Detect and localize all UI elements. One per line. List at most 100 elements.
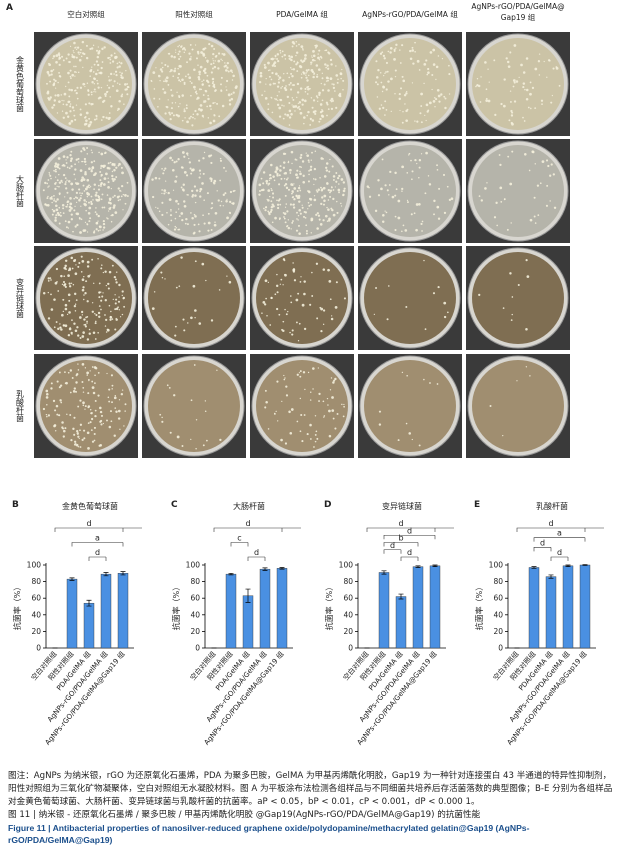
colony <box>231 71 234 74</box>
colony <box>79 48 82 51</box>
colony <box>210 71 213 74</box>
colony <box>88 220 91 223</box>
colony <box>431 73 434 76</box>
colony <box>276 53 280 56</box>
colony <box>199 190 202 193</box>
significance-bracket <box>54 527 142 532</box>
colony <box>91 166 95 169</box>
colony <box>274 98 276 100</box>
colony <box>170 219 173 222</box>
colony <box>70 218 73 221</box>
colony <box>323 83 326 86</box>
colony <box>42 291 46 295</box>
colony <box>314 433 317 436</box>
colony <box>99 420 102 423</box>
colony <box>292 195 295 199</box>
colony <box>69 391 72 394</box>
colony <box>46 182 49 185</box>
colony <box>476 78 479 80</box>
colony <box>180 256 183 259</box>
colony <box>177 158 180 161</box>
colony <box>212 81 215 83</box>
colony <box>539 182 542 185</box>
colony <box>224 192 227 195</box>
colony <box>58 206 61 209</box>
colony <box>338 191 340 194</box>
colony <box>83 324 86 326</box>
colony <box>96 79 98 82</box>
colony <box>293 183 295 185</box>
colony <box>298 200 301 203</box>
colony <box>278 183 281 186</box>
colony <box>121 171 124 175</box>
colony <box>537 60 541 63</box>
colony <box>76 432 79 435</box>
significance-label: d <box>557 548 562 557</box>
colony <box>74 75 76 77</box>
colony <box>207 94 209 97</box>
plate-photo <box>466 139 570 243</box>
colony <box>271 71 274 75</box>
colony <box>331 165 334 168</box>
colony <box>115 166 118 169</box>
colony <box>114 294 116 296</box>
colony <box>273 65 276 68</box>
colony <box>295 194 298 198</box>
colony <box>525 366 528 368</box>
colony <box>65 85 67 88</box>
colony <box>121 313 124 316</box>
colony <box>79 51 82 54</box>
colony <box>92 331 96 335</box>
colony <box>79 446 82 448</box>
column-header: AgNPs-rGO/PDA/GelMA 组 <box>362 9 458 19</box>
colony <box>306 79 309 82</box>
colony <box>126 85 129 89</box>
colony <box>103 206 106 209</box>
colony <box>327 89 330 92</box>
plate-agar <box>256 252 348 344</box>
colony <box>58 173 60 176</box>
colony <box>153 97 156 100</box>
colony <box>62 280 66 284</box>
colony <box>309 198 313 201</box>
colony <box>336 413 339 415</box>
colony <box>50 293 52 296</box>
colony <box>57 81 59 84</box>
colony <box>305 72 307 74</box>
colony <box>175 227 178 229</box>
colony <box>271 111 274 114</box>
colony <box>284 182 288 186</box>
colony <box>89 421 92 424</box>
colony <box>224 62 226 64</box>
colony <box>216 190 218 192</box>
colony <box>60 179 63 182</box>
colony <box>83 123 87 126</box>
colony <box>76 223 79 227</box>
colony <box>173 161 176 164</box>
colony <box>270 97 273 99</box>
colony <box>45 389 49 393</box>
colony <box>174 334 177 337</box>
colony <box>284 442 288 445</box>
colony <box>85 111 89 115</box>
colony <box>202 157 205 160</box>
colony <box>70 77 72 79</box>
colony <box>295 40 298 43</box>
colony <box>124 410 126 412</box>
colony <box>61 421 64 424</box>
colony <box>301 303 305 307</box>
colony <box>61 204 65 207</box>
colony <box>120 166 123 169</box>
y-tick-label: 40 <box>343 610 353 619</box>
colony <box>277 81 281 84</box>
colony <box>68 285 72 288</box>
colony <box>332 99 335 102</box>
colony <box>169 431 172 434</box>
colony <box>105 116 108 119</box>
colony <box>195 92 198 95</box>
colony <box>194 194 197 197</box>
colony <box>48 75 50 77</box>
plate-agar <box>472 145 564 237</box>
colony <box>503 104 506 108</box>
colony <box>404 229 408 232</box>
